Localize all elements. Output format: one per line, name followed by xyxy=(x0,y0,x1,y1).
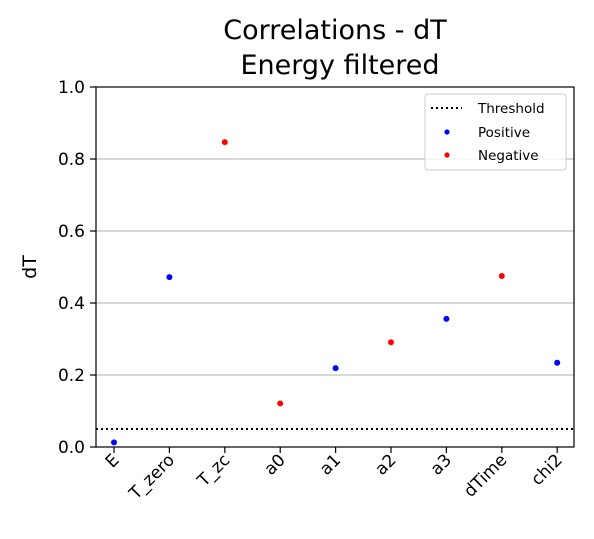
data-point-positive xyxy=(166,274,173,281)
y-tick-label: 1.0 xyxy=(58,78,85,98)
data-point-positive xyxy=(443,315,450,322)
y-tick-label: 0.0 xyxy=(58,438,85,458)
y-axis-label: dT xyxy=(19,255,41,279)
x-tick-label: a2 xyxy=(371,450,400,479)
chart-title-line-1: Correlations - dT xyxy=(223,15,447,46)
x-tick-label: dTime xyxy=(460,450,511,501)
x-tick-label: a3 xyxy=(427,450,456,479)
y-tick-label: 0.2 xyxy=(58,366,85,386)
data-point-positive xyxy=(554,359,561,366)
legend-box xyxy=(424,93,567,171)
x-tick-label: E xyxy=(102,450,124,472)
y-tick-label: 0.8 xyxy=(58,150,85,170)
x-tick-label: a0 xyxy=(261,450,290,479)
x-tick-label: a1 xyxy=(316,450,345,479)
data-point-positive xyxy=(332,365,339,372)
legend-negative-swatch xyxy=(444,152,450,158)
legend-positive-swatch xyxy=(444,129,450,135)
data-point-negative xyxy=(388,339,394,346)
data-point-negative xyxy=(221,139,228,146)
x-tick-label: T_zero xyxy=(125,450,179,504)
legend-positive-label: Positive xyxy=(478,125,530,141)
y-tick-label: 0.4 xyxy=(58,294,85,314)
data-point-positive xyxy=(111,439,117,446)
data-points xyxy=(111,139,561,446)
chart-title-line-2: Energy filtered xyxy=(240,50,439,81)
legend-negative-label: Negative xyxy=(478,148,539,164)
x-tick-label: T_zc xyxy=(193,450,234,491)
data-point-negative xyxy=(498,273,505,279)
data-point-negative xyxy=(277,400,284,407)
x-tick-label: chi2 xyxy=(527,450,566,489)
legend: Threshold Positive Negative xyxy=(424,93,567,171)
y-tick-label: 0.6 xyxy=(58,222,85,242)
legend-threshold-label: Threshold xyxy=(477,101,545,117)
